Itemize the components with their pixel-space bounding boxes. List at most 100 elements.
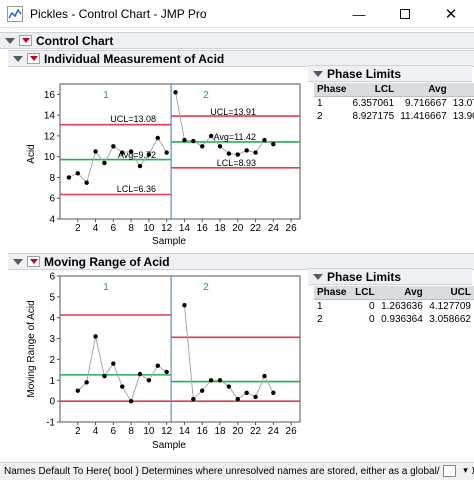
data-point [253, 150, 258, 155]
moving-range-header[interactable]: Moving Range of Acid [8, 253, 474, 270]
data-point [271, 390, 276, 395]
y-tick-label: 0 [49, 397, 55, 408]
x-tick-label: 26 [286, 223, 298, 234]
data-point [111, 144, 116, 149]
table-row: 1 6.357061 9.716667 13.07627 [314, 97, 474, 111]
control-chart-header[interactable]: Control Chart [0, 32, 474, 49]
data-point [75, 171, 80, 176]
table-header-row: Phase LCL Avg UCL [314, 286, 474, 300]
y-tick-label: 14 [44, 111, 56, 122]
red-triangle-menu-icon[interactable] [19, 35, 32, 46]
col-header-ucl: UCL [425, 286, 474, 300]
x-tick-label: 16 [197, 223, 209, 234]
table-row: 1 0 1.263636 4.127709 [314, 300, 474, 314]
red-triangle-menu-icon[interactable] [27, 53, 40, 64]
x-tick-label: 8 [128, 223, 134, 234]
x-tick-label: 24 [268, 426, 280, 437]
y-tick-label: 12 [44, 131, 56, 142]
maximize-icon [400, 9, 410, 19]
x-tick-label: 14 [179, 426, 191, 437]
x-tick-label: 10 [143, 426, 155, 437]
data-point [173, 90, 178, 95]
data-point [217, 378, 223, 383]
data-point [120, 384, 125, 389]
x-tick-label: 14 [179, 223, 191, 234]
close-button[interactable]: ✕ [428, 0, 474, 28]
data-point [200, 388, 205, 393]
cell-phase: 1 [317, 301, 323, 312]
disclosure-icon[interactable] [13, 258, 23, 265]
title-bar: Pickles - Control Chart - JMP Pro — ✕ [0, 0, 474, 28]
data-point [208, 378, 214, 383]
data-point [191, 396, 196, 402]
cell-phase: 2 [317, 314, 323, 325]
dropdown-chevron-icon[interactable]: ▾ [463, 465, 468, 475]
data-point [93, 149, 98, 154]
data-point [66, 175, 72, 180]
data-point [200, 144, 205, 149]
cell-avg: 9.716667 [405, 98, 447, 109]
data-point [93, 334, 98, 339]
table-header-row: Phase LCL Avg UCL [314, 83, 474, 97]
x-tick-label: 20 [232, 426, 244, 437]
y-tick-label: 4 [49, 313, 55, 324]
y-axis-label: Moving Range of Acid [26, 300, 37, 397]
cell-avg: 11.416667 [400, 111, 447, 122]
window-title: Pickles - Control Chart - JMP Pro [30, 7, 207, 21]
data-point [102, 373, 107, 379]
y-tick-label: 8 [49, 173, 55, 184]
minimize-button[interactable]: — [336, 0, 382, 28]
disclosure-icon[interactable] [13, 55, 23, 62]
status-bar: Names Default To Here( bool ) Determines… [0, 462, 474, 480]
mr-phase-limits-header[interactable]: Phase Limits [308, 268, 472, 285]
data-point [137, 371, 143, 377]
y-tick-label: 3 [49, 334, 55, 345]
y-tick-label: 2 [49, 355, 55, 366]
cell-phase: 2 [317, 111, 323, 122]
data-point [102, 160, 107, 166]
lcl-label-phase-2: LCL=8.93 [217, 158, 256, 168]
disclosure-icon[interactable] [5, 37, 15, 44]
status-toggle-icon[interactable] [443, 465, 456, 477]
individual-measurement-title: Individual Measurement of Acid [44, 51, 225, 66]
col-header-avg: Avg [397, 83, 450, 97]
data-point [128, 149, 134, 154]
cell-lcl: 6.357061 [352, 98, 395, 109]
data-point [75, 388, 80, 393]
avg-label-phase-2: Avg=11.42 [214, 132, 256, 142]
data-point [262, 137, 267, 143]
data-point [235, 396, 240, 402]
data-point [262, 373, 267, 379]
individual-phase-limits-table: Phase LCL Avg UCL 1 6.357061 9.716667 13… [314, 83, 474, 123]
ucl-label-phase-2: UCL=13.91 [210, 107, 256, 117]
maximize-button[interactable] [382, 0, 428, 28]
cell-ucl: 4.127709 [429, 301, 471, 312]
x-tick-label: 22 [250, 223, 262, 234]
x-tick-label: 6 [111, 223, 117, 234]
phase-1-label: 1 [103, 90, 109, 101]
x-tick-label: 18 [214, 223, 226, 234]
y-tick-label: 4 [49, 215, 55, 226]
data-point [128, 398, 134, 404]
y-axis-label: Acid [26, 144, 37, 163]
col-header-lcl: LCL [349, 83, 398, 97]
x-tick-label: 2 [75, 426, 81, 437]
disclosure-icon[interactable] [313, 273, 323, 280]
y-tick-label: -1 [46, 418, 55, 429]
moving-range-title: Moving Range of Acid [44, 254, 170, 269]
x-tick-label: 22 [250, 426, 262, 437]
plot-frame [59, 83, 301, 220]
data-point [244, 390, 249, 395]
cell-ucl: 3.058662 [429, 314, 471, 325]
plot-frame [59, 275, 301, 423]
disclosure-icon[interactable] [313, 70, 323, 77]
red-triangle-menu-icon[interactable] [27, 256, 40, 267]
data-point [182, 303, 187, 308]
cell-lcl: 0 [369, 314, 375, 325]
cell-ucl: 13.90616 [452, 111, 474, 122]
y-tick-label: 6 [49, 194, 55, 205]
individual-measurement-header[interactable]: Individual Measurement of Acid [8, 50, 474, 67]
data-point [191, 138, 196, 144]
individual-phase-limits-header[interactable]: Phase Limits [308, 65, 472, 82]
